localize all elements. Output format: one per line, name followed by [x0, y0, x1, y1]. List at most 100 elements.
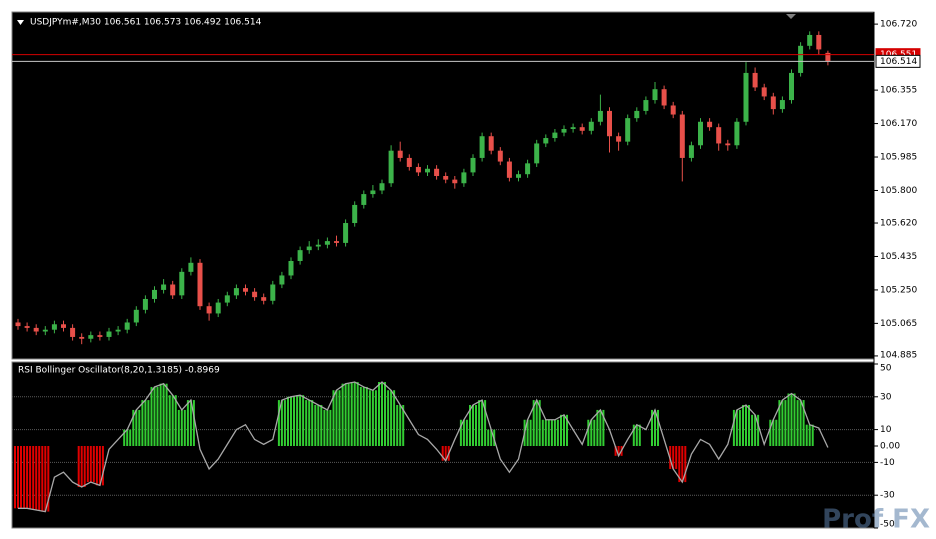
histogram-bar: [532, 400, 535, 446]
histogram-bar: [302, 395, 305, 446]
y-tick-label: 105.620: [880, 219, 917, 229]
candle-body: [215, 302, 221, 314]
histogram-bar: [47, 446, 50, 512]
candle-body: [70, 327, 76, 337]
histogram-bar: [335, 390, 338, 446]
histogram-bar: [757, 414, 760, 446]
histogram-bar: [20, 446, 22, 509]
histogram-bar: [381, 382, 383, 446]
candle-body: [370, 190, 376, 195]
candle-body: [525, 163, 531, 175]
price-label-box: [875, 54, 921, 68]
candle-body: [252, 291, 258, 298]
histogram-bar: [314, 405, 317, 446]
histogram-bar: [748, 405, 750, 446]
histogram-bar: [378, 382, 380, 446]
histogram-bar: [802, 400, 805, 446]
histogram-bar: [150, 386, 153, 446]
histogram-bar: [290, 396, 292, 446]
y-tick-label: 105.435: [880, 252, 917, 262]
histogram-bar: [141, 400, 144, 446]
candle-body: [652, 89, 658, 101]
candle-body: [51, 324, 57, 330]
histogram-bar: [462, 419, 465, 446]
histogram-bar: [544, 419, 547, 446]
histogram-bar: [593, 419, 596, 446]
candle-body: [661, 89, 667, 106]
y-tick-label: 105.800: [880, 186, 917, 196]
candle-body: [79, 336, 85, 339]
candle-body: [725, 143, 731, 146]
candle-body: [770, 96, 776, 110]
histogram-bar: [735, 409, 738, 446]
histogram-bar: [101, 446, 104, 486]
histogram-bar: [781, 400, 784, 446]
histogram-bar: [171, 395, 174, 446]
histogram-bar: [14, 446, 16, 509]
histogram-bar: [556, 419, 559, 446]
histogram-bar: [371, 390, 374, 446]
candle-body: [61, 324, 66, 328]
candle-body: [42, 329, 48, 332]
histogram-bar: [353, 382, 356, 446]
candle-body: [743, 72, 749, 122]
candle-body: [152, 289, 157, 299]
histogram-bar: [481, 400, 484, 446]
candle-body: [707, 121, 713, 128]
histogram-bar: [681, 446, 684, 483]
candle-body: [425, 168, 430, 173]
candle-body: [688, 145, 694, 158]
candle-body: [415, 166, 421, 173]
histogram-bar: [805, 424, 808, 446]
candle-body: [443, 176, 449, 180]
candle-body: [97, 335, 103, 337]
histogram-bar: [308, 400, 311, 446]
histogram-bar: [344, 383, 347, 446]
histogram-bar: [808, 424, 811, 446]
candle-body: [461, 172, 467, 184]
histogram-bar: [399, 405, 402, 446]
histogram-bar: [147, 400, 150, 446]
candle-body: [361, 194, 367, 205]
histogram-bar: [123, 429, 126, 446]
histogram-bar: [341, 383, 344, 446]
histogram-bar: [174, 395, 177, 446]
histogram-bar: [566, 414, 568, 446]
histogram-bar: [547, 419, 550, 446]
histogram-bar: [745, 405, 747, 446]
candle-body: [543, 138, 549, 144]
histogram-bar: [95, 446, 98, 486]
histogram-bar: [86, 446, 89, 483]
candle-body: [379, 183, 385, 191]
candle-body: [397, 150, 403, 158]
menu-triangle[interactable]: [17, 20, 24, 25]
histogram-bar: [657, 409, 659, 446]
histogram-bar: [283, 400, 286, 446]
candle-body: [434, 168, 440, 177]
histogram-bar: [329, 409, 332, 446]
histogram-bar: [41, 446, 44, 512]
histogram-bar: [772, 419, 775, 446]
candle-body: [188, 262, 194, 272]
candle-body: [406, 157, 412, 167]
histogram-bar: [17, 446, 19, 509]
candle-body: [197, 262, 203, 307]
y-tick-label: 105.985: [880, 153, 917, 163]
histogram-bar: [356, 382, 359, 446]
candle-body: [516, 174, 521, 178]
histogram-bar: [614, 446, 617, 456]
price-panel: [11, 11, 875, 360]
histogram-bar: [441, 446, 444, 461]
histogram-bar: [177, 409, 180, 446]
histogram-bar: [553, 419, 556, 446]
histogram-bar: [459, 419, 462, 446]
histogram-bar: [396, 405, 399, 446]
histogram-bar: [189, 400, 192, 446]
histogram-bar: [159, 383, 162, 446]
candle-body: [734, 121, 740, 146]
candle-body: [643, 100, 649, 111]
histogram-bar: [299, 395, 302, 446]
candle-body: [534, 143, 540, 164]
histogram-bar: [751, 414, 754, 446]
histogram-bar: [44, 446, 47, 512]
